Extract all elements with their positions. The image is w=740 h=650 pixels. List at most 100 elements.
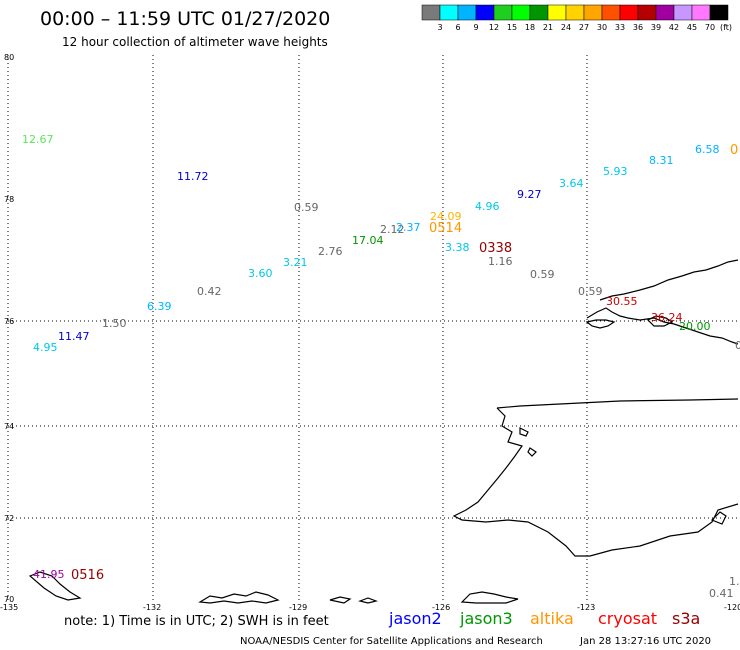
color-scale-swatch xyxy=(475,4,495,21)
color-scale-swatch xyxy=(565,4,585,21)
wave-height-value: 20.00 xyxy=(679,320,711,333)
pass-time-labels: 0514 0338 0516 0 xyxy=(71,143,738,583)
wave-height-value: 6.58 xyxy=(695,143,720,156)
coastline xyxy=(28,259,739,604)
lat-label-80: 80 xyxy=(4,53,14,62)
color-scale-label: 70 xyxy=(705,23,715,32)
color-scale-label: 45 xyxy=(687,23,697,32)
legend-jason2: jason2 xyxy=(388,609,442,628)
color-scale-label: 18 xyxy=(525,23,535,32)
wave-height-value: 36.24 xyxy=(651,311,683,324)
color-scale-label: 30 xyxy=(597,23,607,32)
graticule xyxy=(7,55,738,600)
wave-height-value: 24.09 xyxy=(430,210,462,223)
pass-time-label: 0 xyxy=(730,143,738,158)
wave-height-value: 5.93 xyxy=(603,165,628,178)
footer-timestamp: Jan 28 13:27:16 UTC 2020 xyxy=(579,636,711,647)
lon-label-132: -132 xyxy=(143,603,161,612)
wave-height-value: 4.96 xyxy=(475,200,500,213)
lat-label-76: 76 xyxy=(4,317,14,326)
color-scale-swatch xyxy=(439,4,459,21)
legend-jason3: jason3 xyxy=(459,609,513,628)
wave-height-value: 1. xyxy=(729,575,740,588)
color-scale-label: 33 xyxy=(615,23,625,32)
pass-time-label: 0338 xyxy=(479,241,512,256)
wave-height-value: 1.50 xyxy=(102,317,127,330)
lon-label-129: -129 xyxy=(289,603,307,612)
color-scale-label: 9 xyxy=(473,23,478,32)
footer-note: note: 1) Time is in UTC; 2) SWH is in fe… xyxy=(64,614,329,629)
color-scale-label: 36 xyxy=(633,23,643,32)
wave-height-value: 12.67 xyxy=(22,133,54,146)
legend-s3a: s3a xyxy=(672,609,700,628)
wave-height-value: 2.76 xyxy=(318,245,343,258)
color-scale-swatch xyxy=(421,4,441,21)
color-scale-label: 39 xyxy=(651,23,661,32)
wave-height-value: 0.41 xyxy=(709,587,734,600)
color-scale-label: 42 xyxy=(669,23,679,32)
wave-height-value: 30.55 xyxy=(606,295,638,308)
color-scale-swatch xyxy=(637,4,657,21)
wave-height-value: 0.59 xyxy=(294,201,319,214)
lon-label-120: -120 xyxy=(724,603,740,612)
color-scale-swatch xyxy=(601,4,621,21)
color-scale-swatch xyxy=(547,4,567,21)
wave-height-color-scale: 3 6 9 12 15 18 21 24 27 30 33 36 39 42 45 70 (ft) xyxy=(421,4,732,32)
color-scale-label: 6 xyxy=(455,23,460,32)
satellite-legend: jason2 jason3 altika cryosat s3a xyxy=(388,609,700,628)
wave-height-value: 0 xyxy=(735,339,740,352)
wave-height-value: 11.72 xyxy=(177,170,209,183)
color-scale-swatch xyxy=(511,4,531,21)
color-scale-swatch xyxy=(493,4,513,21)
lon-label-135: -135 xyxy=(0,603,18,612)
wave-height-value: 4.95 xyxy=(33,341,58,354)
wave-height-value: 41.95 xyxy=(33,568,65,581)
color-scale-label: 21 xyxy=(543,23,553,32)
color-scale-swatch xyxy=(691,4,711,21)
wave-height-value: 17.04 xyxy=(352,234,384,247)
wave-height-observations: 12.67 11.72 0.59 2.76 17.04 2.12 2.37 24… xyxy=(22,133,740,600)
color-scale-swatch xyxy=(529,4,549,21)
longitude-labels: -135 -132 -129 -126 -123 -120 xyxy=(0,603,740,612)
wave-height-value: 3.38 xyxy=(445,241,470,254)
wave-height-value: 0.59 xyxy=(530,268,555,281)
wave-height-value: 3.21 xyxy=(283,256,308,269)
lon-label-123: -123 xyxy=(577,603,595,612)
color-scale-label: 3 xyxy=(437,23,442,32)
color-scale-swatch xyxy=(673,4,693,21)
color-scale-swatch xyxy=(709,4,729,21)
wave-height-value: 9.27 xyxy=(517,188,542,201)
color-scale-label: 12 xyxy=(489,23,499,32)
color-scale-swatch xyxy=(457,4,477,21)
wave-height-value: 8.31 xyxy=(649,154,674,167)
lon-label-126: -126 xyxy=(432,603,450,612)
map-title: 00:00 – 11:59 UTC 01/27/2020 xyxy=(40,8,330,30)
latitude-labels: 80 78 76 74 72 70 xyxy=(4,53,14,604)
lat-label-72: 72 xyxy=(4,514,14,523)
color-scale-unit: (ft) xyxy=(720,23,732,32)
legend-altika: altika xyxy=(530,609,574,628)
legend-cryosat: cryosat xyxy=(598,609,657,628)
pass-time-label: 0516 xyxy=(71,568,104,583)
wave-height-value: 3.60 xyxy=(248,267,273,280)
color-scale-swatch xyxy=(583,4,603,21)
wave-height-value: 2.37 xyxy=(396,221,421,234)
color-scale-label: 15 xyxy=(507,23,517,32)
color-scale-label: 27 xyxy=(579,23,589,32)
wave-height-value: 0.42 xyxy=(197,285,222,298)
color-scale-swatch xyxy=(655,4,675,21)
lat-label-74: 74 xyxy=(4,422,14,431)
color-scale-label: 24 xyxy=(561,23,571,32)
footer-credit: NOAA/NESDIS Center for Satellite Applica… xyxy=(240,636,543,647)
wave-height-value: 11.47 xyxy=(58,330,90,343)
color-scale-swatch xyxy=(619,4,639,21)
lat-label-78: 78 xyxy=(4,195,14,204)
map-subtitle: 12 hour collection of altimeter wave hei… xyxy=(62,35,328,49)
lat-label-70: 70 xyxy=(4,595,14,604)
wave-height-value: 0.59 xyxy=(578,285,603,298)
wave-height-value: 2.12 xyxy=(380,223,405,236)
wave-height-value: 1.16 xyxy=(488,255,513,268)
wave-height-value: 3.64 xyxy=(559,177,584,190)
wave-height-value: 6.39 xyxy=(147,300,172,313)
